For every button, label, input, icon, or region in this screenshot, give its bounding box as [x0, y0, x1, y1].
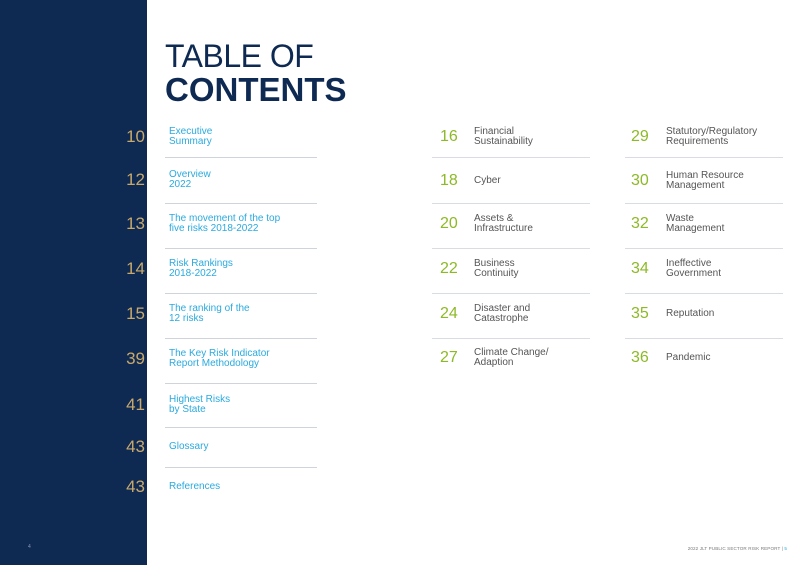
- toc-entry-label: Assets & Infrastructure: [474, 212, 533, 234]
- divider: [165, 467, 317, 468]
- report-name: 2022 JLT PUBLIC SECTOR RISK REPORT: [687, 546, 781, 551]
- toc-entry[interactable]: 41 Highest Risks by State: [95, 390, 317, 420]
- toc-entry[interactable]: 30 Human Resource Management: [631, 166, 766, 196]
- toc-page-number: 43: [126, 437, 145, 456]
- toc-page-number: 27: [440, 349, 458, 366]
- toc-page-number: 39: [126, 349, 145, 368]
- toc-entry-label: Glossary: [169, 440, 209, 452]
- toc-page-number: 24: [440, 305, 458, 322]
- toc-entry[interactable]: 24 Disaster and Catastrophe: [440, 299, 574, 329]
- toc-entry[interactable]: 43 Glossary: [95, 432, 317, 462]
- toc-page-number: 14: [126, 259, 145, 278]
- toc-page-number: 12: [126, 170, 145, 189]
- divider: [165, 383, 317, 384]
- toc-entry[interactable]: 10 Executive Summary: [95, 122, 317, 152]
- footer: 2022 JLT PUBLIC SECTOR RISK REPORT | 5: [688, 546, 787, 551]
- toc-page-number: 30: [631, 172, 649, 189]
- toc-page-number: 15: [126, 304, 145, 323]
- toc-page-number: 10: [126, 127, 145, 146]
- toc-page-number: 32: [631, 215, 649, 232]
- divider: [165, 248, 317, 249]
- toc-entry-label: Ineffective Government: [666, 257, 722, 279]
- toc-entry[interactable]: 18 Cyber: [440, 166, 574, 196]
- toc-entry-label: Waste Management: [666, 212, 725, 234]
- divider: [625, 293, 783, 294]
- toc-entry-label: The movement of the top five risks 2018-…: [169, 212, 281, 234]
- toc-page-number: 35: [631, 305, 649, 322]
- toc-entry[interactable]: 13 The movement of the top five risks 201…: [95, 209, 317, 239]
- divider: [165, 427, 317, 428]
- toc-entry[interactable]: 20 Assets & Infrastructure: [440, 209, 574, 239]
- toc-page-number: 18: [440, 172, 458, 189]
- toc-page-number: 13: [126, 214, 145, 233]
- toc-entry-label: Highest Risks by State: [169, 393, 231, 415]
- toc-entry[interactable]: 34 Ineffective Government: [631, 254, 766, 284]
- toc-entry-label: The Key Risk Indicator Report Methodolog…: [169, 347, 270, 369]
- toc-page-number: 20: [440, 215, 458, 232]
- toc-page-number: 43: [126, 477, 145, 496]
- toc-entry[interactable]: 43 References: [95, 472, 317, 502]
- left-page-number: 4: [28, 544, 31, 550]
- toc-entry[interactable]: 35 Reputation: [631, 299, 766, 329]
- divider: [432, 157, 590, 158]
- toc-page-number: 16: [440, 128, 458, 145]
- divider: [625, 248, 783, 249]
- divider: [432, 338, 590, 339]
- divider: [165, 338, 317, 339]
- toc-entry[interactable]: 22 Business Continuity: [440, 254, 574, 284]
- toc-entry[interactable]: 15 The ranking of the 12 risks: [95, 299, 317, 329]
- toc-entry-label: Financial Sustainability: [474, 125, 533, 147]
- divider: [432, 248, 590, 249]
- toc-entry[interactable]: 14 Risk Rankings 2018-2022: [95, 254, 317, 284]
- toc-entry-label: The ranking of the 12 risks: [169, 302, 250, 324]
- toc-entry-label: References: [169, 480, 221, 492]
- toc-entry[interactable]: 32 Waste Management: [631, 209, 766, 239]
- toc-entry-label: Disaster and Catastrophe: [474, 302, 531, 324]
- right-page-number: 5: [784, 546, 787, 551]
- divider: [432, 293, 590, 294]
- toc-page-number: 41: [126, 395, 145, 414]
- title-line-1: TABLE OF: [165, 38, 314, 74]
- divider: [165, 157, 317, 158]
- divider: [165, 203, 317, 204]
- divider: [432, 203, 590, 204]
- divider: [625, 338, 783, 339]
- toc-entry-label: Human Resource Management: [666, 169, 744, 191]
- divider: [165, 293, 317, 294]
- toc-entry[interactable]: 39 The Key Risk Indicator Report Methodol…: [95, 344, 317, 374]
- divider: [625, 203, 783, 204]
- toc-entry-label: Cyber: [474, 174, 501, 186]
- footer-separator: |: [780, 546, 785, 551]
- toc-entry-label: Risk Rankings 2018-2022: [169, 257, 233, 279]
- toc-entry-label: Reputation: [666, 307, 715, 319]
- toc-entry-label: Climate Change/ Adaption: [474, 346, 549, 368]
- toc-entry-label: Statutory/Regulatory Requirements: [666, 125, 758, 147]
- title-line-2: CONTENTS: [165, 71, 347, 108]
- toc-entry-label: Pandemic: [666, 351, 711, 363]
- toc-entry[interactable]: 16 Financial Sustainability: [440, 122, 574, 152]
- toc-entry[interactable]: 29 Statutory/Regulatory Requirements: [631, 122, 766, 152]
- toc-entry-label: Executive Summary: [169, 125, 213, 147]
- toc-entry[interactable]: 27 Climate Change/ Adaption: [440, 343, 574, 373]
- divider: [625, 157, 783, 158]
- toc-entry[interactable]: 36 Pandemic: [631, 343, 766, 373]
- toc-page-number: 29: [631, 128, 649, 145]
- toc-entry-label: Business Continuity: [474, 257, 519, 279]
- toc-entry-label: Overview 2022: [169, 168, 211, 190]
- toc-entry[interactable]: 12 Overview 2022: [95, 165, 317, 195]
- sidebar-panel: [0, 0, 147, 565]
- toc-page-number: 36: [631, 349, 649, 366]
- toc-page-number: 34: [631, 260, 649, 277]
- page-title: TABLE OF CONTENTS: [165, 40, 347, 108]
- toc-page-number: 22: [440, 260, 458, 277]
